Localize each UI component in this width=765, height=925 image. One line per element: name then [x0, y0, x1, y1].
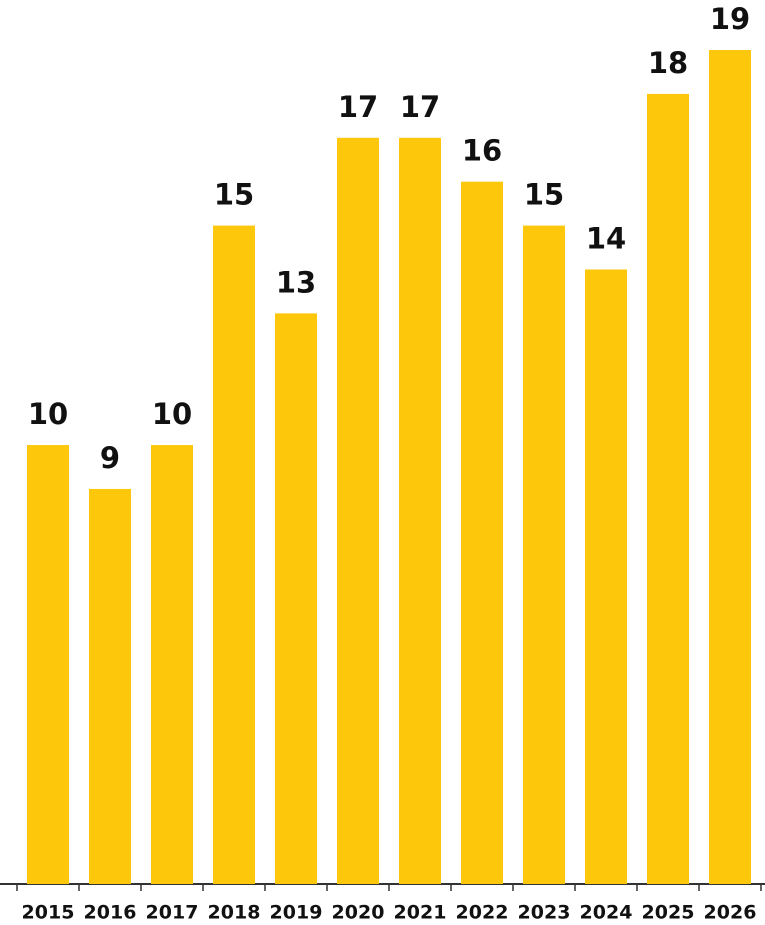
- x-tick-label: 2024: [580, 902, 633, 924]
- x-tick-label: 2022: [456, 902, 509, 924]
- x-tick-label: 2026: [704, 902, 757, 924]
- x-tick-label: 2018: [208, 902, 261, 924]
- data-label: 10: [28, 397, 68, 431]
- data-label: 15: [524, 178, 564, 212]
- x-tick-label: 2016: [84, 902, 137, 924]
- x-tick-label: 2025: [642, 902, 695, 924]
- bar: [647, 93, 689, 885]
- bar: [337, 137, 379, 884]
- bar: [275, 313, 317, 884]
- x-tick-label: 2020: [332, 902, 385, 924]
- bar: [461, 181, 503, 884]
- data-label: 17: [400, 90, 440, 124]
- data-label: 17: [338, 90, 378, 124]
- bar: [89, 488, 131, 884]
- bar: [27, 445, 69, 884]
- x-tick-label: 2019: [270, 902, 323, 924]
- bar: [399, 137, 441, 884]
- data-label: 15: [214, 178, 254, 212]
- data-label: 10: [152, 397, 192, 431]
- bar: [523, 225, 565, 884]
- x-tick-label: 2021: [394, 902, 447, 924]
- data-label: 9: [100, 441, 120, 475]
- data-label: 16: [462, 134, 502, 168]
- data-label: 19: [710, 2, 750, 36]
- x-tick-label: 2017: [146, 902, 199, 924]
- bar: [213, 225, 255, 884]
- x-tick-label: 2015: [22, 902, 75, 924]
- bar: [709, 50, 751, 884]
- bar: [151, 445, 193, 884]
- data-label: 18: [648, 46, 688, 80]
- data-label: 14: [586, 221, 626, 255]
- x-tick-label: 2023: [518, 902, 571, 924]
- data-label: 13: [276, 265, 316, 299]
- bar: [585, 269, 627, 884]
